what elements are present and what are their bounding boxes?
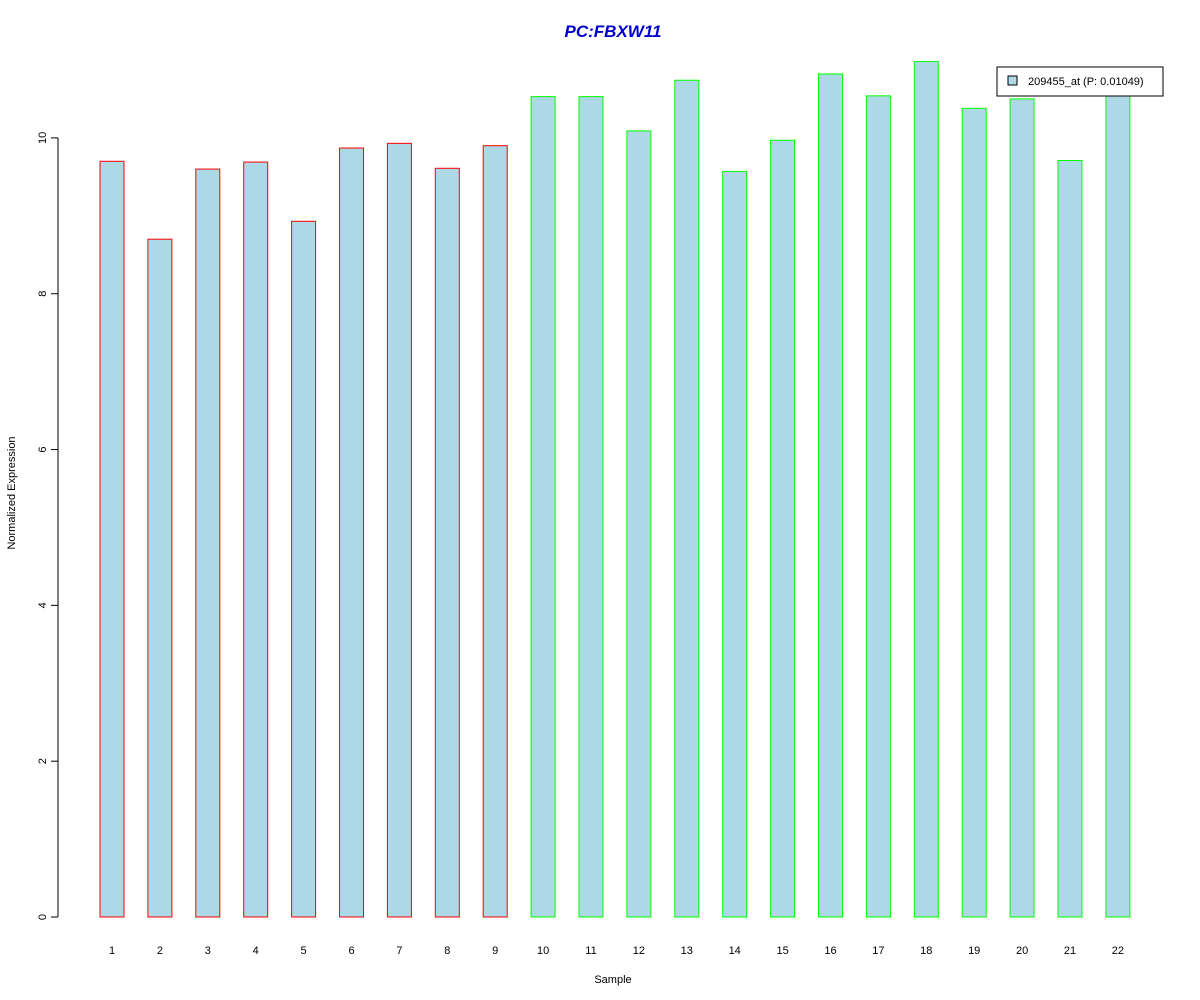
bar-sample-2	[147, 238, 173, 918]
x-axis-tick-label: 20	[1016, 945, 1028, 957]
bar-sample-8	[434, 167, 460, 918]
x-axis-tick-label: 9	[492, 945, 498, 957]
y-axis-tick-label: 2	[37, 758, 49, 764]
x-axis-tick-label: 17	[872, 945, 884, 957]
y-axis-tick-label: 0	[37, 914, 49, 920]
bar-sample-20	[1009, 98, 1035, 918]
x-axis-tick-label: 21	[1064, 945, 1076, 957]
legend-box	[996, 66, 1164, 97]
bar-sample-11	[578, 96, 604, 918]
x-axis-tick-label: 14	[729, 945, 741, 957]
x-axis-tick-label: 11	[585, 945, 596, 957]
bar-sample-13	[674, 79, 700, 918]
bar-sample-12	[626, 130, 652, 918]
x-axis-tick-label: 8	[444, 945, 450, 957]
y-axis-tick-label: 8	[37, 291, 49, 297]
bar-sample-5	[291, 220, 317, 918]
bar-sample-1	[99, 160, 125, 918]
x-axis-tick-label: 19	[968, 945, 980, 957]
bar-sample-10	[530, 96, 556, 918]
bar-sample-18	[913, 61, 939, 918]
x-axis-tick-label: 3	[205, 945, 211, 957]
bar-sample-21	[1057, 160, 1083, 918]
x-axis-tick-label: 18	[920, 945, 932, 957]
bar-sample-14	[722, 170, 748, 918]
y-axis: 0 2 4 6 8 10	[37, 132, 59, 920]
x-axis-tick-label: 2	[157, 945, 163, 957]
x-axis-tick-label: 5	[301, 945, 307, 957]
bar-sample-4	[243, 161, 269, 918]
x-axis-tick-labels: 1 2 3 4 5 6 7 8 9 10 11 12 13 14 15 16 17 18 19 20 21 22	[109, 945, 1124, 957]
bar-sample-16	[818, 73, 843, 918]
y-axis-tick-label: 6	[37, 446, 49, 452]
chart-title: PC:FBXW11	[565, 22, 662, 41]
x-axis-tick-label: 4	[253, 945, 259, 957]
x-axis-tick-label: 12	[633, 945, 645, 957]
x-axis-tick-label: 10	[537, 945, 549, 957]
x-axis-tick-label: 15	[776, 945, 788, 957]
bar-sample-22	[1105, 94, 1131, 918]
x-axis-tick-label: 13	[681, 945, 693, 957]
bar-sample-9	[482, 145, 508, 918]
bars	[99, 61, 1131, 918]
bar-sample-7	[386, 142, 412, 918]
x-axis-tick-label: 7	[396, 945, 402, 957]
x-axis-tick-label: 6	[348, 945, 354, 957]
x-axis-tick-label: 1	[109, 945, 115, 957]
bar-sample-15	[770, 139, 796, 918]
legend-swatch	[1007, 75, 1018, 86]
legend: 209455_at (P: 0.01049)	[996, 66, 1164, 97]
bar-sample-3	[195, 168, 221, 918]
legend-entry-label: 209455_at (P: 0.01049)	[1028, 76, 1144, 88]
x-axis-tick-label: 22	[1112, 945, 1124, 957]
y-axis-label: Normalized Expression	[6, 436, 18, 549]
x-axis-label: Sample	[594, 974, 631, 986]
x-axis-tick-label: 16	[824, 945, 836, 957]
bar-sample-19	[961, 107, 987, 918]
bar-sample-6	[339, 147, 364, 918]
bar-sample-17	[865, 95, 891, 918]
y-axis-tick-label: 4	[37, 602, 49, 608]
y-axis-tick-label: 10	[37, 132, 49, 144]
